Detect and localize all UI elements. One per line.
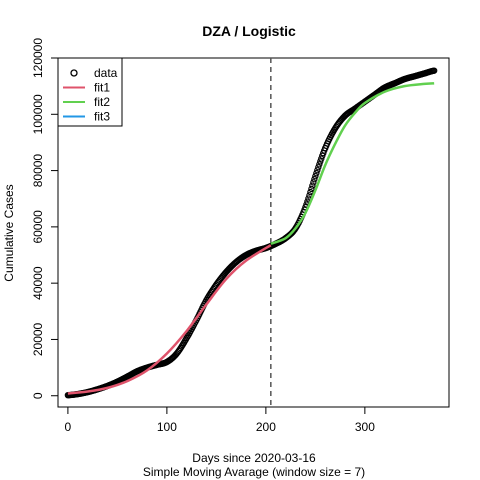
series-line-fit2 (270, 82, 435, 245)
x-tick-label: 100 (157, 420, 177, 434)
y-axis-label: Cumulative Cases (2, 184, 16, 281)
legend-marker-data (70, 69, 78, 77)
legend-label-data: data (94, 66, 118, 80)
y-tick-label: 80000 (31, 154, 45, 188)
y-tick-label: 40000 (31, 266, 45, 300)
x-axis-label: Days since 2020-03-16 (192, 451, 316, 465)
y-tick-label: 60000 (31, 210, 45, 244)
data-point (307, 188, 314, 196)
data-point (290, 227, 297, 235)
legend-label-fit2: fit2 (94, 95, 110, 109)
data-point (315, 164, 322, 171)
data-point (313, 170, 320, 177)
y-tick-label: 100000 (31, 94, 45, 134)
data-point (318, 155, 325, 162)
data-point (309, 182, 316, 189)
x-tick-label: 200 (256, 420, 276, 434)
y-tick-label: 20000 (31, 322, 45, 356)
legend-label-fit3: fit3 (94, 110, 110, 124)
data-point (429, 67, 437, 75)
x-tick-label: 0 (65, 420, 72, 434)
data-points (64, 67, 438, 399)
x-tick-label: 300 (355, 420, 375, 434)
chart-title: DZA / Logistic (202, 23, 296, 39)
data-point (311, 176, 318, 183)
legend-box (57, 57, 123, 127)
legend-label-fit1: fit1 (94, 81, 110, 95)
data-point (310, 179, 317, 186)
series-line-fit1 (67, 244, 272, 395)
data-point (317, 158, 324, 165)
y-tick-label: 120000 (31, 38, 45, 78)
data-point (316, 161, 323, 168)
data-point (312, 173, 319, 180)
data-point (308, 185, 315, 193)
series-layer (64, 58, 438, 407)
y-tick-label: 0 (31, 392, 45, 399)
x-axis-sublabel: Simple Moving Avarage (window size = 7) (143, 465, 365, 479)
data-point (314, 167, 321, 174)
